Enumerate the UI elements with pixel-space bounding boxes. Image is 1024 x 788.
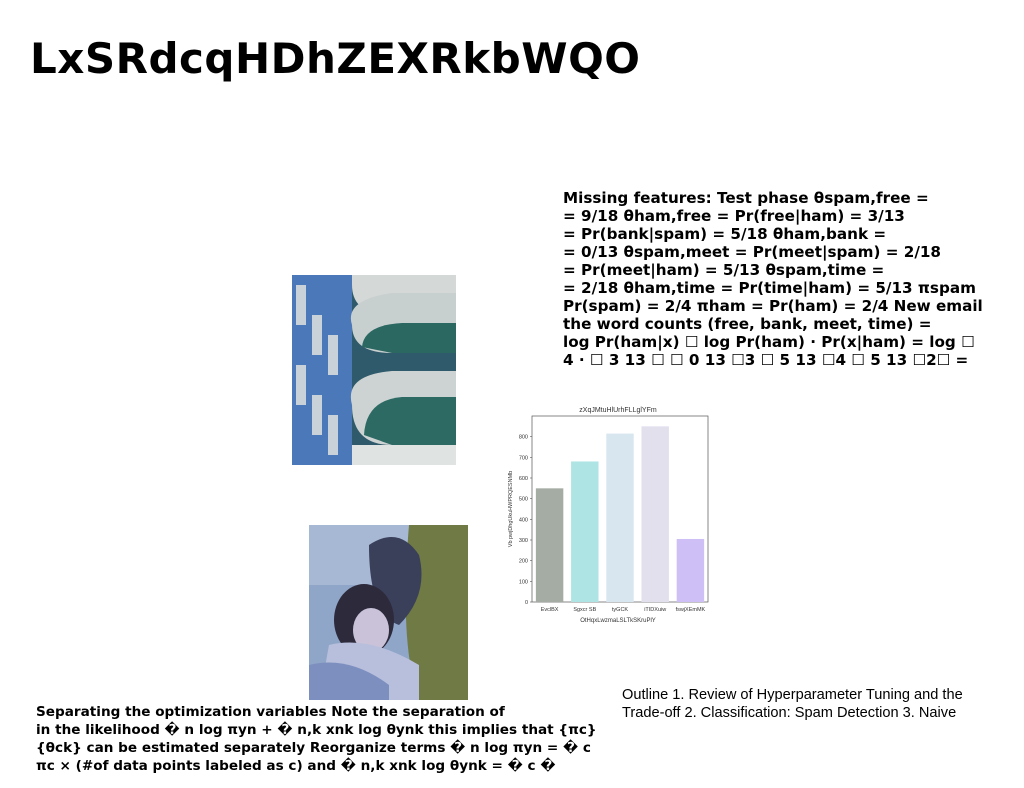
y-tick-label: 0	[525, 600, 528, 606]
y-tick-label: 300	[519, 538, 528, 544]
bottom-line: Separating the optimization variables No…	[36, 704, 505, 720]
math-line: log Pr(ham|x) ☐ log Pr(ham) · Pr(x|ham) …	[563, 333, 975, 351]
outline-line: Outline 1. Review of Hyperparameter Tuni…	[622, 687, 963, 703]
math-line: 4 · ☐ 3 13 ☐ ☐ 0 13 ☐3 ☐ 5 13 ☐4 ☐ 5 13 …	[563, 351, 969, 369]
math-line: = Pr(meet|ham) = 5/13 θspam,time =	[563, 261, 885, 279]
math-line: = Pr(bank|spam) = 5/18 θham,bank =	[563, 225, 887, 243]
bar-tyGCK	[606, 433, 634, 602]
y-tick-label: 500	[519, 497, 528, 503]
y-tick-label: 600	[519, 476, 528, 482]
bottom-text-block: Separating the optimization variables No…	[36, 703, 636, 775]
y-tick-label: 100	[519, 579, 528, 585]
outline-text-block: Outline 1. Review of Hyperparameter Tuni…	[622, 686, 1017, 722]
page-title: LxSRdcqHDhZEXRkbWQO	[30, 34, 641, 83]
chart-title: zXqJMtuHlUrhFLLglYFm	[579, 407, 657, 414]
y-tick-label: 200	[519, 559, 528, 565]
x-tick-label: Sgxcr SB	[573, 607, 596, 613]
bar-fswjXEmMK	[676, 538, 705, 602]
outline-line: Trade-off 2. Classification: Spam Detect…	[622, 705, 957, 721]
x-tick-label: EvclBX	[541, 607, 559, 613]
y-tick-label: 700	[519, 455, 528, 461]
math-line: = 2/18 θham,time = Pr(time|ham) = 5/13 π…	[563, 279, 976, 297]
math-line: Pr(spam) = 2/4 πham = Pr(ham) = 2/4 New …	[563, 297, 983, 315]
people-in-water-photo	[309, 525, 468, 700]
bottom-line: in the likelihood � n log πyn + � n,k xn…	[36, 722, 597, 738]
math-line: = 0/13 θspam,meet = Pr(meet|spam) = 2/18	[563, 243, 941, 261]
math-line: Missing features: Test phase θspam,free …	[563, 189, 929, 207]
math-line: = 9/18 θham,free = Pr(free|ham) = 3/13	[563, 207, 905, 225]
bar-chart: zXqJMtuHlUrhFLLglYFm 0 100 200 300 400 500 600…	[504, 402, 720, 626]
x-axis-label: OtHqxLwzmaLSLTkSKruPlY	[580, 618, 656, 624]
x-tick-label: fswjXEmMK	[676, 607, 706, 613]
x-tick-label: tyGCK	[612, 607, 629, 613]
math-text-block: Missing features: Test phase θspam,free …	[563, 189, 1024, 369]
bar-Sgxcr SB	[571, 461, 599, 602]
y-axis-label: Vb pwjDhgUkuHWPRQESNMb	[508, 471, 514, 547]
building-balconies-photo	[292, 275, 456, 465]
bottom-line: {θck} can be estimated separately Reorga…	[36, 740, 591, 756]
math-line: the word counts (free, bank, meet, time)…	[563, 315, 932, 333]
y-tick-label: 400	[519, 517, 528, 523]
x-tick-label: iTIDXuiw	[644, 607, 666, 613]
bottom-line: πc × (#of data points labeled as c) and …	[36, 758, 556, 774]
y-tick-label: 800	[519, 435, 528, 441]
bar-EvclBX	[535, 488, 564, 602]
bar-iTIDXuiw	[641, 426, 669, 602]
